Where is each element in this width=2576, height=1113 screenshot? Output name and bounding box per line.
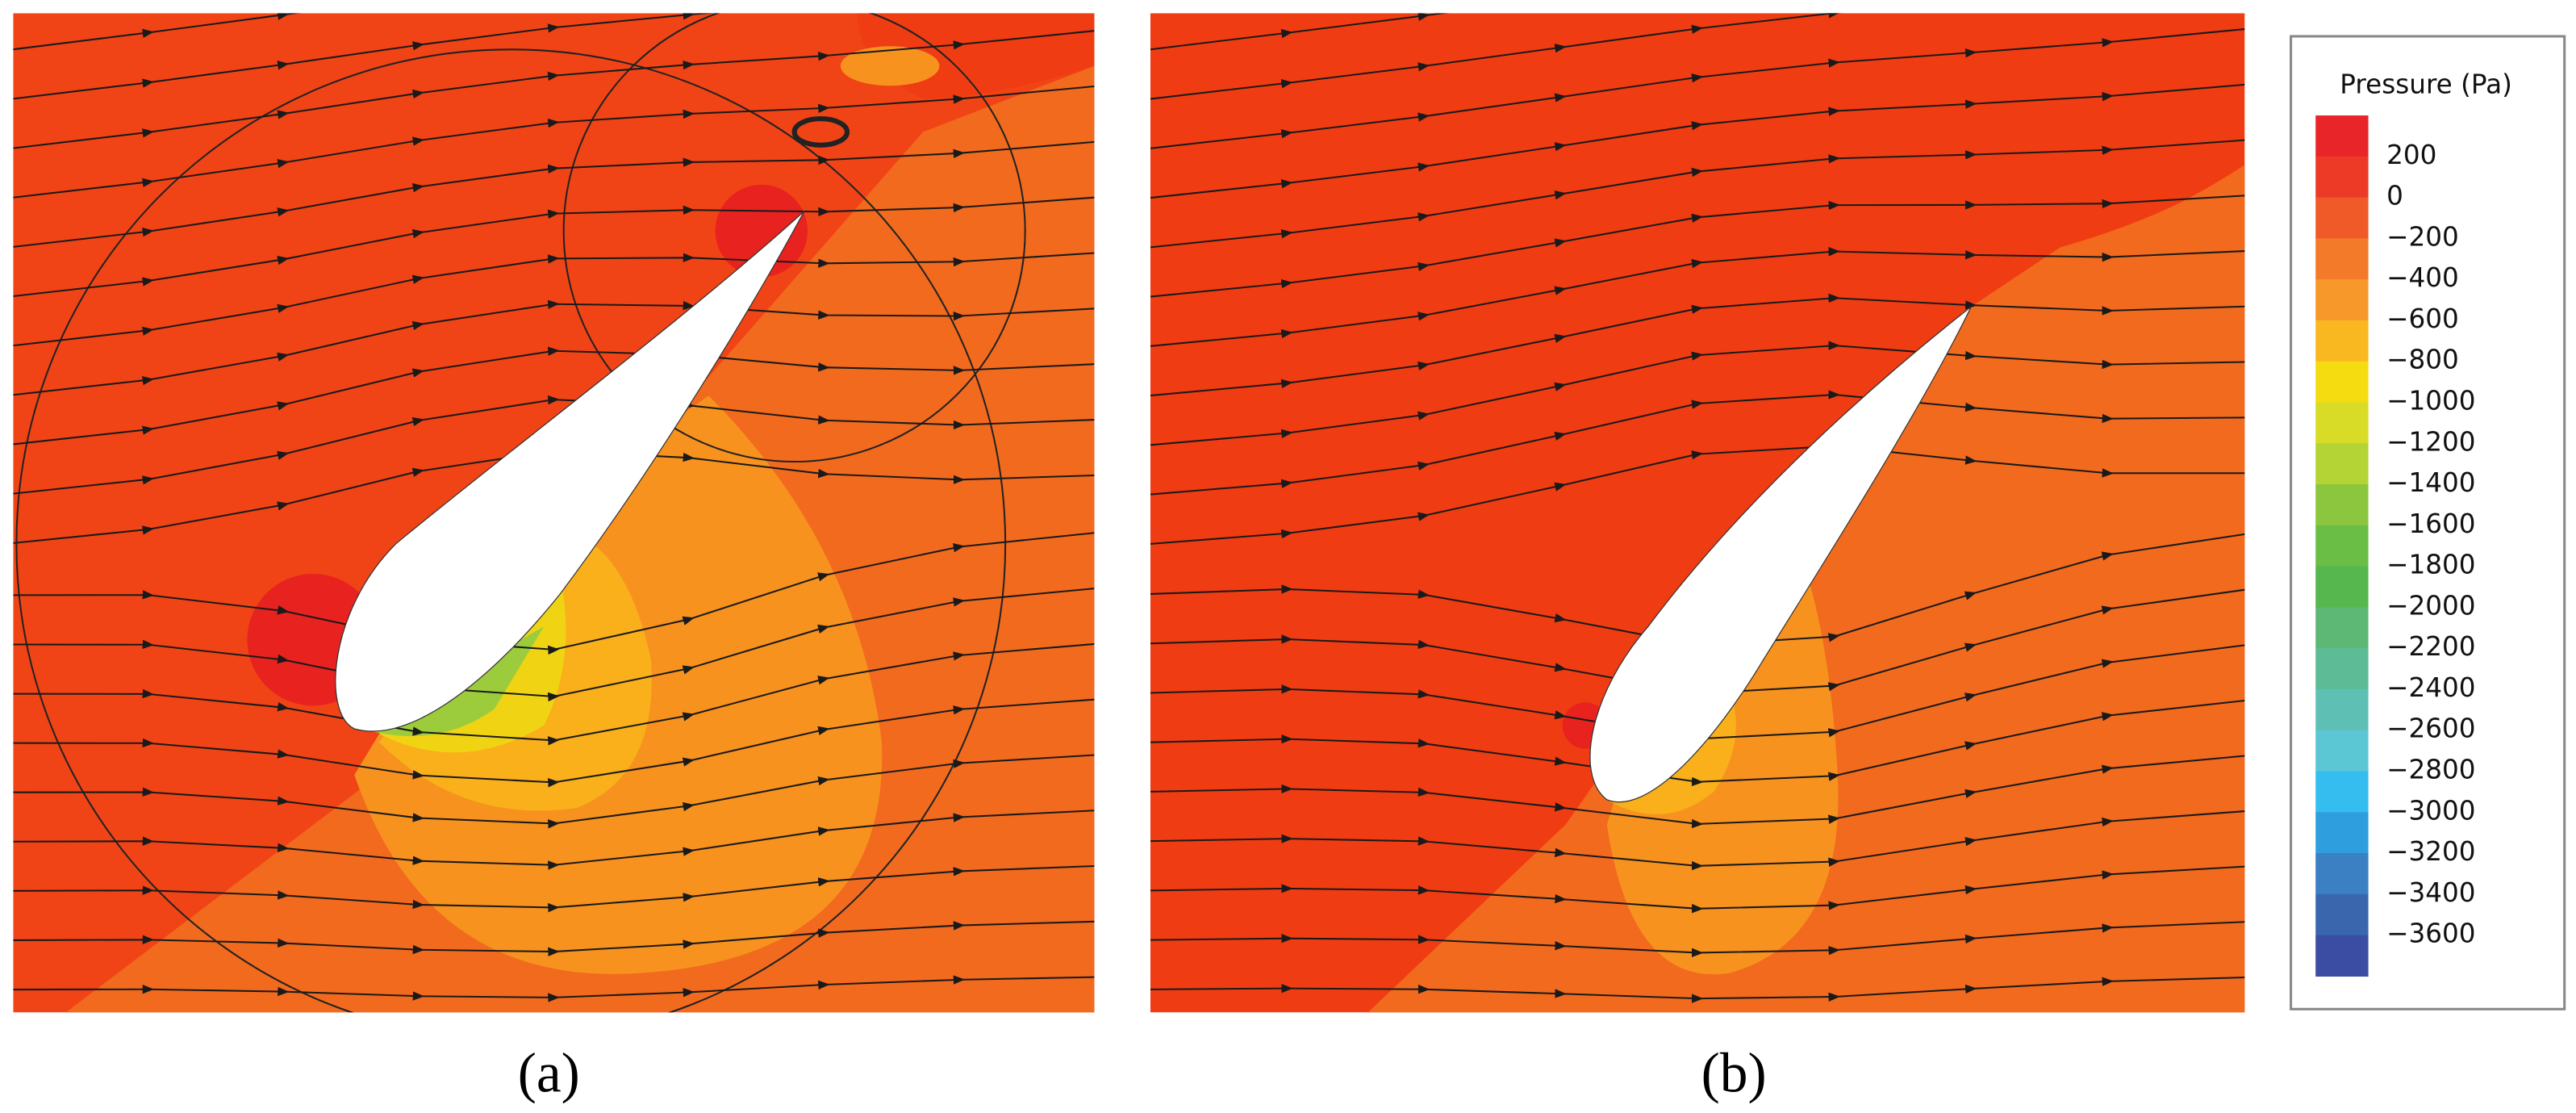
- color-swatch: [2315, 197, 2369, 239]
- colorbar-tick-label: −2600: [2386, 713, 2476, 744]
- colorbar-tick-label: −1800: [2386, 550, 2476, 580]
- color-swatch: [2315, 156, 2369, 199]
- streamline: [13, 920, 1095, 956]
- streamline: [13, 864, 1095, 913]
- colorbar-tick-label: 0: [2386, 181, 2403, 211]
- streamline: [1150, 865, 2245, 914]
- color-swatch: [2315, 279, 2369, 321]
- color-swatch: [2315, 730, 2369, 772]
- colorbar-tick-label: −1400: [2386, 467, 2476, 498]
- colorbar-tick-label: −3200: [2386, 836, 2476, 867]
- streamline: [1150, 976, 2245, 1003]
- colorbar-tick-label: −2200: [2386, 631, 2476, 662]
- color-swatch: [2315, 484, 2369, 526]
- color-swatch: [2315, 771, 2369, 813]
- colorbar-tick-label: −2800: [2386, 755, 2476, 785]
- colorbar-tick-label: −2400: [2386, 672, 2476, 703]
- panel-b: [1150, 13, 2245, 1046]
- streamline: [13, 975, 1095, 1002]
- legend-title: Pressure (Pa): [2340, 69, 2512, 99]
- colorbar-tick-label: −1600: [2386, 508, 2476, 539]
- color-swatch: [2315, 607, 2369, 649]
- color-swatch: [2315, 893, 2369, 936]
- color-swatch: [2315, 320, 2369, 362]
- colorbar-tick-label: −2000: [2386, 590, 2476, 621]
- streamline: [13, 810, 1095, 870]
- panel-label: (b): [1701, 1042, 1767, 1104]
- colorbar-tick-label: −200: [2386, 221, 2459, 252]
- colorbar: 200 0 −200 −400 −600 −800 −1000 −1200 −1400 −1600…: [2315, 115, 2476, 977]
- colorbar-tick-label: −3600: [2386, 918, 2476, 949]
- color-swatch: [2315, 648, 2369, 690]
- streamline: [1150, 810, 2245, 871]
- colorbar-tick-label: −1000: [2386, 385, 2476, 416]
- colorbar-tick-label: −3000: [2386, 795, 2476, 826]
- color-swatch: [2315, 566, 2369, 609]
- colorbar-tick-label: −600: [2386, 303, 2459, 334]
- streamline: [1150, 921, 2245, 958]
- color-swatch: [2315, 812, 2369, 854]
- color-swatch: [2315, 361, 2369, 404]
- color-swatch: [2315, 688, 2369, 731]
- colorbar-tick-label: −3400: [2386, 877, 2476, 908]
- color-swatch: [2315, 402, 2369, 444]
- color-swatch: [2315, 525, 2369, 567]
- color-swatch: [2315, 238, 2369, 280]
- colorbar-tick-label: 200: [2386, 140, 2436, 170]
- panel-label: (a): [518, 1042, 580, 1104]
- color-swatch: [2315, 443, 2369, 485]
- color-swatch: [2315, 853, 2369, 895]
- streamline: [1150, 441, 2245, 545]
- streamline: [1150, 1033, 2244, 1046]
- panel-a: [13, 13, 1095, 1013]
- color-swatch: [2315, 115, 2369, 157]
- streamlines: [13, 13, 1095, 1002]
- colorbar-tick-label: −1200: [2386, 426, 2476, 457]
- colorbar-tick-label: −400: [2386, 262, 2459, 293]
- color-swatch: [2315, 935, 2369, 977]
- colorbar-tick-label: −800: [2386, 345, 2459, 375]
